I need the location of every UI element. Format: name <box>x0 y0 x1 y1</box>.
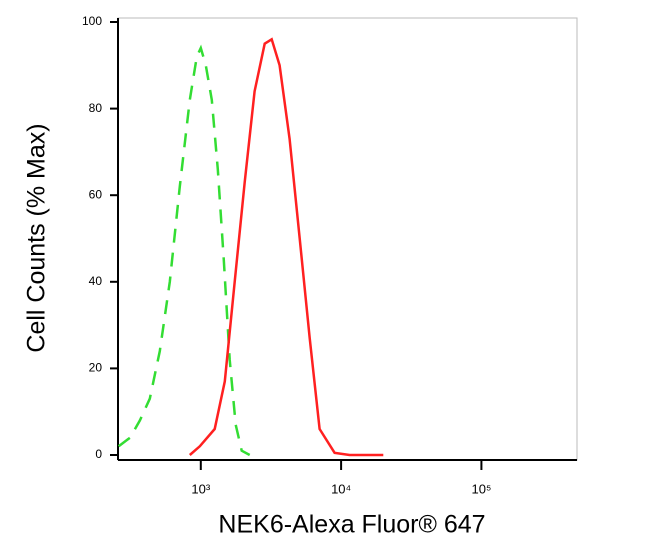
x-tick-label: 10⁵ <box>471 481 491 496</box>
histogram-line <box>188 37 384 457</box>
y-tick-label: 60 <box>89 187 103 201</box>
x-tick-label: 10³ <box>191 481 210 496</box>
x-tick-label: 10⁴ <box>331 481 351 496</box>
y-tick-label: 0 <box>95 447 102 461</box>
y-tick-label: 20 <box>89 361 103 375</box>
y-axis-label: Cell Counts (% Max) <box>23 123 51 352</box>
plot-frame <box>117 17 578 461</box>
y-tick-label: 80 <box>89 101 103 115</box>
histogram-line <box>117 44 251 457</box>
y-tick-label: 100 <box>82 14 102 28</box>
x-axis-label: NEK6-Alexa Fluor® 647 <box>218 511 485 539</box>
y-tick-label: 40 <box>89 274 103 288</box>
